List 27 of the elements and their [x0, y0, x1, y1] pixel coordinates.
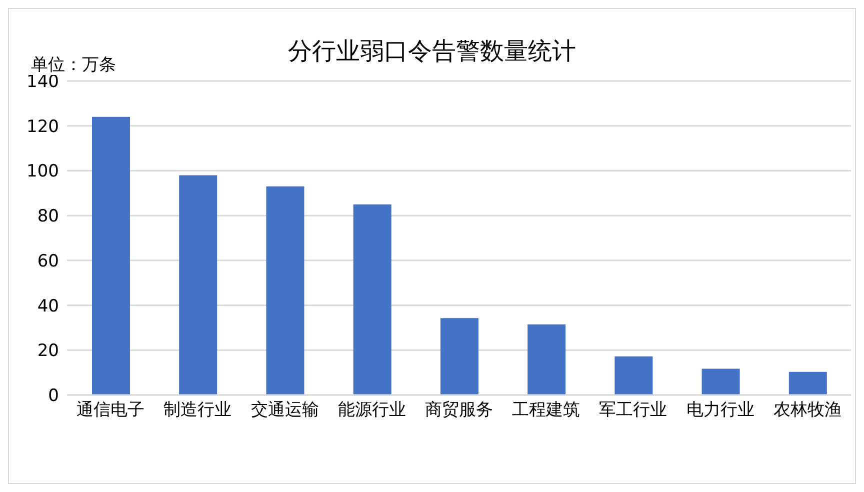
- y-tick-label: 100: [26, 162, 59, 182]
- y-tick-label: 120: [26, 116, 59, 137]
- y-tick-label: 60: [37, 251, 59, 272]
- x-tick-label: 电力行业: [686, 400, 754, 420]
- text: 单位：万条: [31, 54, 116, 75]
- bar: [179, 175, 218, 395]
- y-tick-label: 0: [48, 386, 59, 406]
- x-tick-label: 通信电子: [76, 400, 145, 420]
- x-tick-label: 制造行业: [164, 400, 232, 420]
- y-tick-label: 40: [37, 296, 59, 316]
- y-tick-label: 80: [37, 206, 59, 227]
- bar: [614, 356, 653, 395]
- bar: [353, 204, 392, 395]
- chart-title: 分行业弱口令告警数量统计: [288, 37, 576, 65]
- x-tick-label: 农林牧渔: [773, 400, 842, 420]
- y-tick-label: 20: [37, 341, 59, 362]
- bar: [440, 318, 478, 395]
- bar: [788, 372, 827, 395]
- bar: [702, 368, 740, 395]
- x-tick-label: 交通运输: [250, 400, 319, 420]
- x-tick-label: 工程建筑: [512, 400, 580, 420]
- x-tick-label: 能源行业: [338, 400, 406, 420]
- bar: [528, 324, 566, 395]
- x-tick-label: 商贸服务: [425, 400, 493, 420]
- x-tick-label: 军工行业: [599, 400, 668, 420]
- bar: [266, 186, 304, 395]
- bar: [92, 116, 130, 395]
